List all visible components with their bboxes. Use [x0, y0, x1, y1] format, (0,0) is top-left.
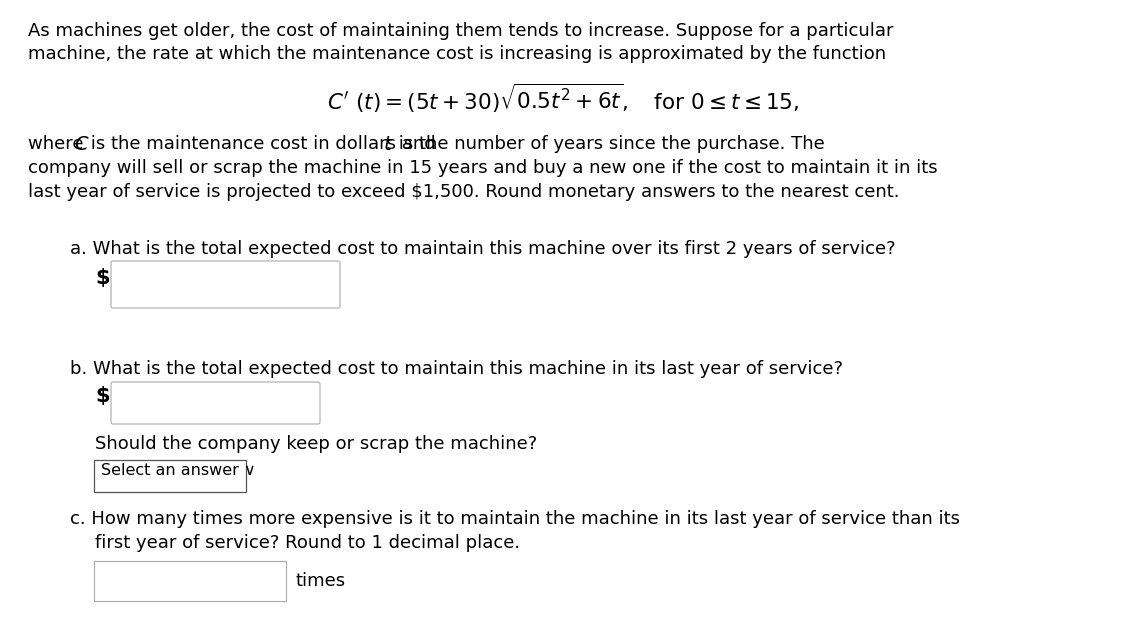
Text: last year of service is projected to exceed $1,500. Round monetary answers to th: last year of service is projected to exc…	[28, 183, 900, 201]
FancyBboxPatch shape	[111, 382, 320, 424]
FancyBboxPatch shape	[111, 261, 340, 308]
Text: times: times	[295, 572, 346, 590]
Text: $\mathit{t}$: $\mathit{t}$	[383, 135, 393, 154]
Text: $C'\ (t) = (5t + 30)\sqrt{0.5t^2 + 6t},$$\quad\mathrm{for}\ 0 \leq t \leq 15,$: $C'\ (t) = (5t + 30)\sqrt{0.5t^2 + 6t},$…	[327, 82, 799, 116]
Text: where: where	[28, 135, 89, 153]
Text: company will sell or scrap the machine in 15 years and buy a new one if the cost: company will sell or scrap the machine i…	[28, 159, 938, 177]
FancyBboxPatch shape	[93, 460, 245, 492]
Text: b. What is the total expected cost to maintain this machine in its last year of : b. What is the total expected cost to ma…	[70, 360, 843, 378]
Text: a. What is the total expected cost to maintain this machine over its first 2 yea: a. What is the total expected cost to ma…	[70, 240, 895, 258]
Text: Should the company keep or scrap the machine?: Should the company keep or scrap the mac…	[95, 435, 537, 453]
Text: is the maintenance cost in dollars and: is the maintenance cost in dollars and	[84, 135, 441, 153]
Text: c. How many times more expensive is it to maintain the machine in its last year : c. How many times more expensive is it t…	[70, 510, 960, 528]
Text: first year of service? Round to 1 decimal place.: first year of service? Round to 1 decima…	[95, 534, 520, 552]
Text: is the number of years since the purchase. The: is the number of years since the purchas…	[393, 135, 824, 153]
Text: $\mathit{C}$: $\mathit{C}$	[74, 135, 90, 154]
Text: $: $	[95, 268, 109, 288]
FancyBboxPatch shape	[93, 561, 286, 601]
Text: machine, the rate at which the maintenance cost is increasing is approximated by: machine, the rate at which the maintenan…	[28, 45, 886, 63]
Text: Select an answer ∨: Select an answer ∨	[101, 463, 256, 478]
Text: $: $	[95, 386, 109, 406]
Text: As machines get older, the cost of maintaining them tends to increase. Suppose f: As machines get older, the cost of maint…	[28, 22, 894, 40]
